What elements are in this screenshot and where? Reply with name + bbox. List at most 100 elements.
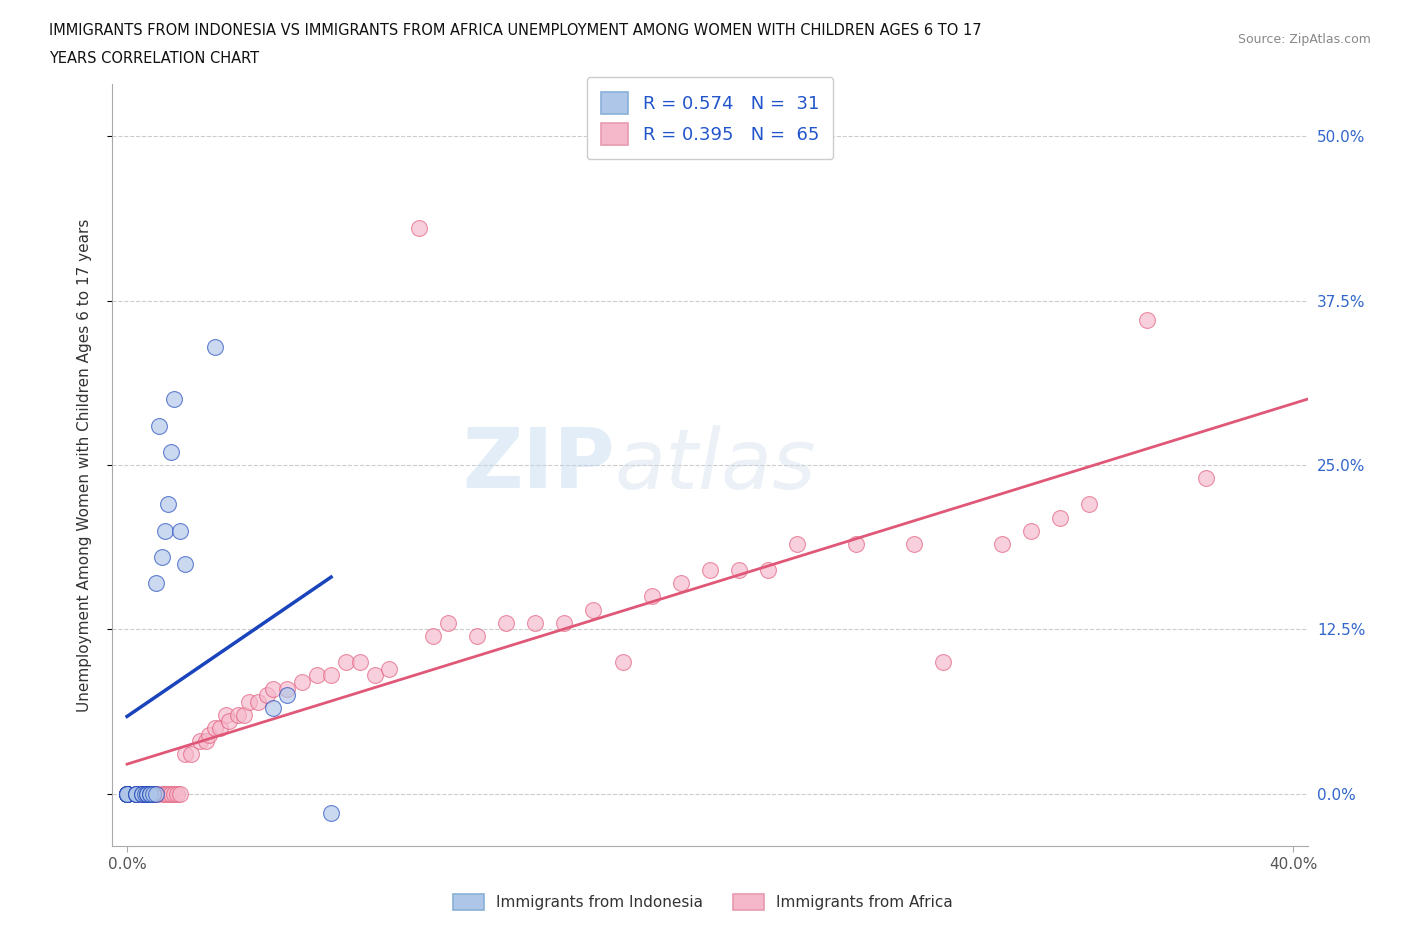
- Point: [319, 806, 342, 821]
- Point: [145, 576, 167, 591]
- Point: [436, 616, 458, 631]
- Point: [335, 655, 357, 670]
- Point: [699, 563, 721, 578]
- Point: [145, 786, 167, 801]
- Point: [215, 708, 238, 723]
- Point: [174, 747, 197, 762]
- Point: [1019, 524, 1042, 538]
- Point: [194, 734, 217, 749]
- Point: [163, 786, 186, 801]
- Text: IMMIGRANTS FROM INDONESIA VS IMMIGRANTS FROM AFRICA UNEMPLOYMENT AMONG WOMEN WIT: IMMIGRANTS FROM INDONESIA VS IMMIGRANTS …: [49, 23, 981, 38]
- Point: [131, 786, 153, 801]
- Point: [582, 603, 605, 618]
- Point: [378, 661, 401, 676]
- Point: [465, 629, 488, 644]
- Point: [166, 786, 188, 801]
- Point: [131, 786, 153, 801]
- Point: [495, 616, 517, 631]
- Point: [276, 681, 298, 696]
- Point: [115, 786, 138, 801]
- Point: [786, 537, 808, 551]
- Point: [756, 563, 779, 578]
- Point: [174, 556, 197, 571]
- Point: [204, 721, 226, 736]
- Point: [238, 694, 260, 709]
- Point: [262, 681, 284, 696]
- Y-axis label: Unemployment Among Women with Children Ages 6 to 17 years: Unemployment Among Women with Children A…: [77, 219, 91, 711]
- Point: [364, 668, 387, 683]
- Point: [148, 418, 170, 433]
- Point: [226, 708, 249, 723]
- Point: [180, 747, 202, 762]
- Point: [136, 786, 159, 801]
- Point: [145, 786, 167, 801]
- Point: [845, 537, 868, 551]
- Point: [188, 734, 211, 749]
- Point: [125, 786, 148, 801]
- Point: [256, 687, 278, 702]
- Point: [232, 708, 254, 723]
- Point: [115, 786, 138, 801]
- Point: [163, 392, 186, 406]
- Point: [612, 655, 634, 670]
- Text: Source: ZipAtlas.com: Source: ZipAtlas.com: [1237, 33, 1371, 46]
- Point: [932, 655, 955, 670]
- Point: [247, 694, 270, 709]
- Point: [209, 721, 232, 736]
- Point: [262, 701, 284, 716]
- Text: atlas: atlas: [614, 424, 815, 506]
- Point: [218, 714, 240, 729]
- Point: [139, 786, 162, 801]
- Point: [136, 786, 159, 801]
- Point: [156, 786, 179, 801]
- Point: [669, 576, 692, 591]
- Point: [1049, 511, 1071, 525]
- Point: [115, 786, 138, 801]
- Point: [1078, 497, 1101, 512]
- Point: [115, 786, 138, 801]
- Point: [169, 786, 191, 801]
- Point: [139, 786, 162, 801]
- Point: [291, 674, 314, 689]
- Point: [197, 727, 219, 742]
- Point: [125, 786, 148, 801]
- Point: [641, 589, 664, 604]
- Point: [276, 687, 298, 702]
- Point: [134, 786, 156, 801]
- Point: [115, 786, 138, 801]
- Point: [422, 629, 444, 644]
- Point: [408, 221, 430, 236]
- Point: [150, 550, 173, 565]
- Point: [305, 668, 328, 683]
- Point: [349, 655, 371, 670]
- Point: [524, 616, 547, 631]
- Point: [159, 445, 181, 459]
- Point: [136, 786, 159, 801]
- Point: [903, 537, 925, 551]
- Point: [1136, 312, 1159, 327]
- Point: [142, 786, 165, 801]
- Point: [115, 786, 138, 801]
- Point: [553, 616, 575, 631]
- Legend: Immigrants from Indonesia, Immigrants from Africa: Immigrants from Indonesia, Immigrants fr…: [446, 886, 960, 918]
- Point: [139, 786, 162, 801]
- Point: [115, 786, 138, 801]
- Point: [115, 786, 138, 801]
- Point: [150, 786, 173, 801]
- Point: [319, 668, 342, 683]
- Text: YEARS CORRELATION CHART: YEARS CORRELATION CHART: [49, 51, 259, 66]
- Point: [145, 786, 167, 801]
- Point: [142, 786, 165, 801]
- Point: [169, 524, 191, 538]
- Point: [125, 786, 148, 801]
- Point: [159, 786, 181, 801]
- Point: [153, 786, 176, 801]
- Point: [990, 537, 1012, 551]
- Point: [115, 786, 138, 801]
- Point: [131, 786, 153, 801]
- Point: [204, 339, 226, 354]
- Text: ZIP: ZIP: [463, 424, 614, 506]
- Point: [125, 786, 148, 801]
- Point: [728, 563, 751, 578]
- Point: [131, 786, 153, 801]
